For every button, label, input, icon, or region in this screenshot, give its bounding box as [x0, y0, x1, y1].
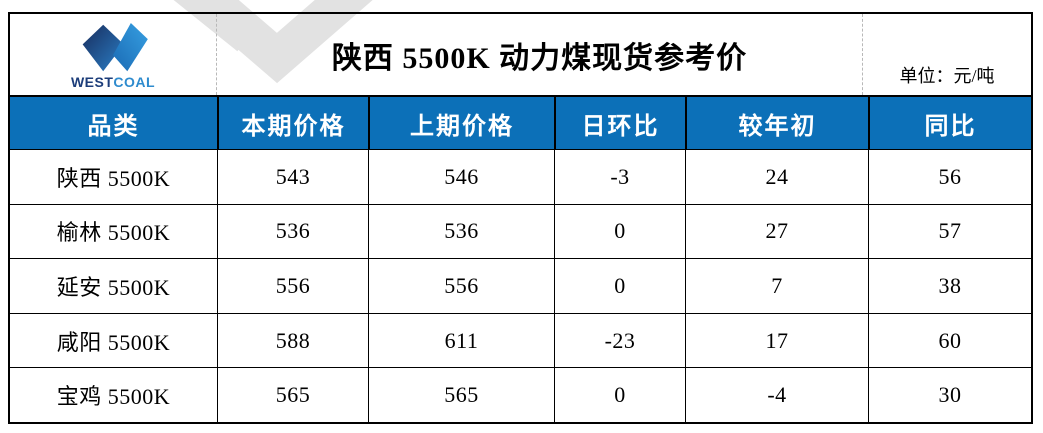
- sheet-header-band: WESTCOAL 陕西 5500K 动力煤现货参考价 单位：元/吨: [10, 14, 1031, 95]
- title-cell: 陕西 5500K 动力煤现货参考价: [217, 14, 863, 95]
- logo-wordmark: WESTCOAL: [71, 75, 155, 89]
- column-header-dod: 日环比: [554, 97, 685, 149]
- column-header-ytd: 较年初: [685, 97, 868, 149]
- price-sheet: WESTCOAL 陕西 5500K 动力煤现货参考价 单位：元/吨 品类 本期价…: [8, 12, 1033, 424]
- unit-cell: 单位：元/吨: [863, 14, 1031, 95]
- cell-current-price: 565: [217, 368, 368, 422]
- cell-previous-price: 556: [368, 259, 554, 313]
- logo-text-coal: COAL: [113, 73, 156, 90]
- table-row: 陕西 5500K 543 546 -3 24 56: [10, 149, 1031, 204]
- unit-label: 单位：元/吨: [899, 66, 995, 86]
- cell-yoy-change: 30: [868, 368, 1031, 422]
- logo-text-west: WEST: [70, 73, 114, 90]
- cell-ytd-change: 27: [685, 204, 868, 259]
- page-title: 陕西 5500K 动力煤现货参考价: [331, 41, 748, 75]
- cell-yoy-change: 57: [868, 204, 1031, 259]
- cell-category: 陕西 5500K: [56, 165, 171, 191]
- table-row: 榆林 5500K 536 536 0 27 57: [10, 203, 1031, 259]
- table-row: 咸阳 5500K 588 611 -23 17 60: [10, 312, 1031, 368]
- cell-ytd-change: -4: [685, 368, 868, 422]
- cell-dod-change: 0: [554, 204, 685, 259]
- column-header-category: 品类: [87, 113, 140, 140]
- cell-previous-price: 565: [368, 368, 554, 422]
- cell-previous-price: 536: [368, 204, 554, 259]
- cell-current-price: 536: [217, 204, 368, 259]
- column-header-current: 本期价格: [217, 97, 368, 149]
- cell-category: 延安 5500K: [56, 274, 171, 300]
- cell-yoy-change: 38: [868, 259, 1031, 313]
- cell-dod-change: -3: [554, 150, 685, 204]
- table-row: 宝鸡 5500K 565 565 0 -4 30: [10, 367, 1031, 422]
- cell-dod-change: -23: [554, 313, 685, 368]
- cell-current-price: 588: [217, 313, 368, 368]
- cell-previous-price: 546: [368, 150, 554, 204]
- cell-current-price: 543: [217, 150, 368, 204]
- column-header-yoy: 同比: [868, 97, 1031, 149]
- logo-block: WESTCOAL: [10, 14, 217, 95]
- westcoal-logo-icon: [82, 22, 148, 71]
- cell-dod-change: 0: [554, 259, 685, 313]
- cell-category: 榆林 5500K: [56, 220, 171, 246]
- cell-dod-change: 0: [554, 368, 685, 422]
- table-header-row: 品类 本期价格 上期价格 日环比 较年初 同比: [10, 95, 1031, 149]
- cell-category: 咸阳 5500K: [56, 329, 171, 355]
- cell-previous-price: 611: [368, 313, 554, 368]
- cell-ytd-change: 17: [685, 313, 868, 368]
- cell-ytd-change: 7: [685, 259, 868, 313]
- column-header-previous: 上期价格: [368, 97, 554, 149]
- table-row: 延安 5500K 556 556 0 7 38: [10, 258, 1031, 313]
- cell-yoy-change: 60: [868, 313, 1031, 368]
- cell-yoy-change: 56: [868, 150, 1031, 204]
- cell-current-price: 556: [217, 259, 368, 313]
- cell-category: 宝鸡 5500K: [56, 384, 171, 410]
- cell-ytd-change: 24: [685, 150, 868, 204]
